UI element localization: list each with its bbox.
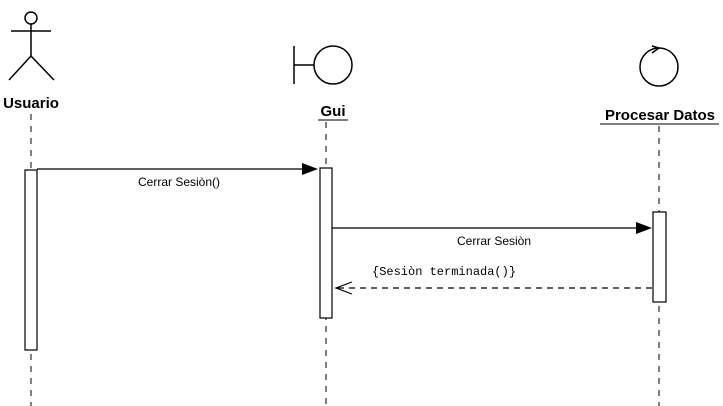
actor-usuario: Usuario (3, 11, 59, 406)
activation-bar-usuario (24, 169, 38, 351)
message-cerrar-sesion-2: Cerrar Sesiòn (332, 222, 652, 248)
open-arrowhead-icon (334, 281, 353, 295)
filled-arrowhead-icon (302, 163, 318, 175)
participant-gui: Gui (293, 45, 353, 406)
gui-label: Gui (321, 103, 346, 120)
actor-icon (8, 11, 55, 81)
activation-bar-gui (319, 167, 333, 319)
message-label: Cerrar Sesiòn() (138, 175, 220, 189)
message-cerrar-sesion-1: Cerrar Sesiòn() (37, 163, 318, 189)
message-sesion-terminada: {Sesiòn terminada()} (334, 265, 652, 295)
message-label: Cerrar Sesiòn (457, 234, 531, 248)
participant-procesar-datos: Procesar Datos (600, 45, 719, 406)
boundary-icon (293, 45, 353, 85)
return-message-label: {Sesiòn terminada()} (372, 265, 516, 279)
activation-bar-procesar-datos (652, 211, 667, 303)
actor-label: Usuario (3, 95, 59, 112)
filled-arrowhead-icon (636, 222, 652, 234)
procesar-datos-label: Procesar Datos (605, 107, 715, 124)
control-icon (639, 45, 679, 87)
